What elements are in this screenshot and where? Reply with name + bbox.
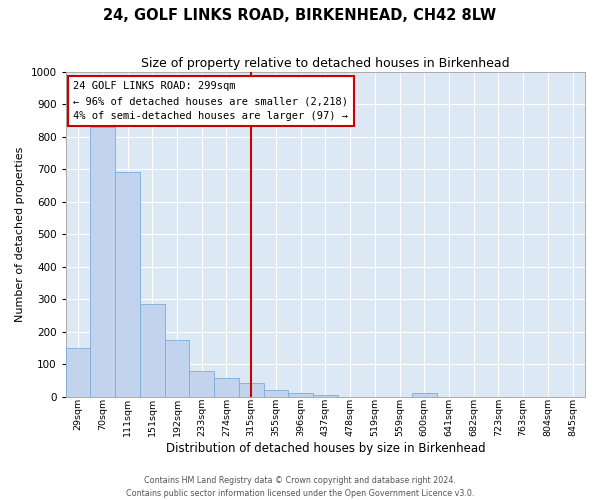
Bar [164,340,190,396]
Title: Size of property relative to detached houses in Birkenhead: Size of property relative to detached ho… [141,58,509,70]
Bar [214,378,239,396]
X-axis label: Distribution of detached houses by size in Birkenhead: Distribution of detached houses by size … [166,442,485,455]
Text: 24 GOLF LINKS ROAD: 299sqm
← 96% of detached houses are smaller (2,218)
4% of se: 24 GOLF LINKS ROAD: 299sqm ← 96% of deta… [73,82,349,121]
Bar [263,390,288,396]
Bar [115,172,140,396]
Text: Contains HM Land Registry data © Crown copyright and database right 2024.
Contai: Contains HM Land Registry data © Crown c… [126,476,474,498]
Bar [91,127,115,396]
Bar [288,394,313,396]
Bar [412,394,437,396]
Text: 24, GOLF LINKS ROAD, BIRKENHEAD, CH42 8LW: 24, GOLF LINKS ROAD, BIRKENHEAD, CH42 8L… [103,8,497,22]
Bar [190,370,214,396]
Bar [66,348,91,397]
Bar [140,304,164,396]
Bar [239,383,263,396]
Y-axis label: Number of detached properties: Number of detached properties [15,146,25,322]
Bar [313,395,338,396]
